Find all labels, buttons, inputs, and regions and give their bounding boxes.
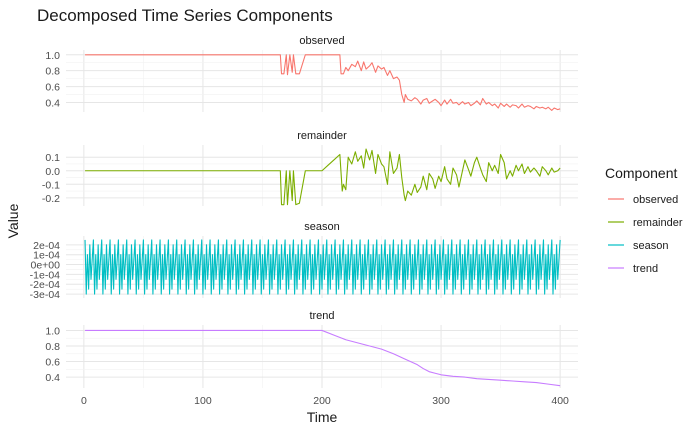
- x-tick-label: 100: [194, 395, 212, 407]
- series-line-trend: [85, 329, 561, 387]
- legend-label-observed: observed: [633, 194, 678, 206]
- y-tick-label: 0.6: [45, 82, 60, 94]
- y-tick-label: 0.1: [45, 152, 60, 164]
- y-axis-label: Value: [5, 203, 21, 238]
- panel-trend: 0.4 0.6 0.8 1.0 trend: [45, 310, 578, 388]
- y-tick-label: -2e-04: [30, 279, 61, 291]
- series-line-season: [84, 239, 561, 295]
- panel-remainder: -0.2 -0.10.0 0.1 remainder: [42, 130, 578, 206]
- strip-label-remainder: remainder: [297, 130, 347, 142]
- y-tick-label: -0.1: [42, 179, 60, 191]
- y-tick-label: -1e-04: [30, 269, 61, 281]
- series-line-observed: [85, 54, 561, 111]
- legend-title: Component: [605, 165, 677, 181]
- legend-label-season: season: [633, 240, 668, 252]
- y-tick-label: 1e-04: [33, 250, 60, 262]
- strip-label-observed: observed: [299, 35, 344, 47]
- x-tick-label: 0: [81, 395, 87, 407]
- legend: Component observed remainder season trend: [605, 165, 683, 275]
- series-line-remainder: [85, 148, 561, 206]
- y-tick-label: 0.6: [45, 357, 60, 369]
- y-tick-label: 0.8: [45, 341, 60, 353]
- legend-label-trend: trend: [633, 263, 658, 275]
- x-tick-label: 400: [551, 395, 569, 407]
- y-tick-label: 0.8: [45, 66, 60, 78]
- x-tick-label: 200: [313, 395, 331, 407]
- y-tick-label: 0e+00: [31, 260, 61, 272]
- y-tick-label: 0.4: [45, 372, 60, 384]
- x-tick-label: 300: [432, 395, 450, 407]
- legend-label-remainder: remainder: [633, 217, 683, 229]
- y-tick-label: 0.0: [45, 166, 60, 178]
- chart-title: Decomposed Time Series Components: [37, 6, 333, 25]
- y-tick-label: 1.0: [45, 50, 60, 62]
- y-tick-label: 0.4: [45, 97, 60, 109]
- strip-label-trend: trend: [309, 310, 334, 322]
- y-tick-label: 2e-04: [33, 240, 60, 252]
- panel-observed: 0.4 0.6 0.8 1.0 observed: [45, 35, 578, 112]
- y-tick-label: -3e-04: [30, 289, 61, 301]
- facet-panels: 0.4 0.6 0.8 1.0 observed -0.2 -0.10.0 0.1 remain…: [30, 35, 578, 388]
- x-axis-ticks: 0 100 200 300 400: [81, 395, 569, 407]
- x-axis-label: Time: [307, 409, 338, 425]
- y-tick-label: 1.0: [45, 325, 60, 337]
- y-tick-label: -0.2: [42, 193, 60, 205]
- strip-label-season: season: [304, 221, 339, 233]
